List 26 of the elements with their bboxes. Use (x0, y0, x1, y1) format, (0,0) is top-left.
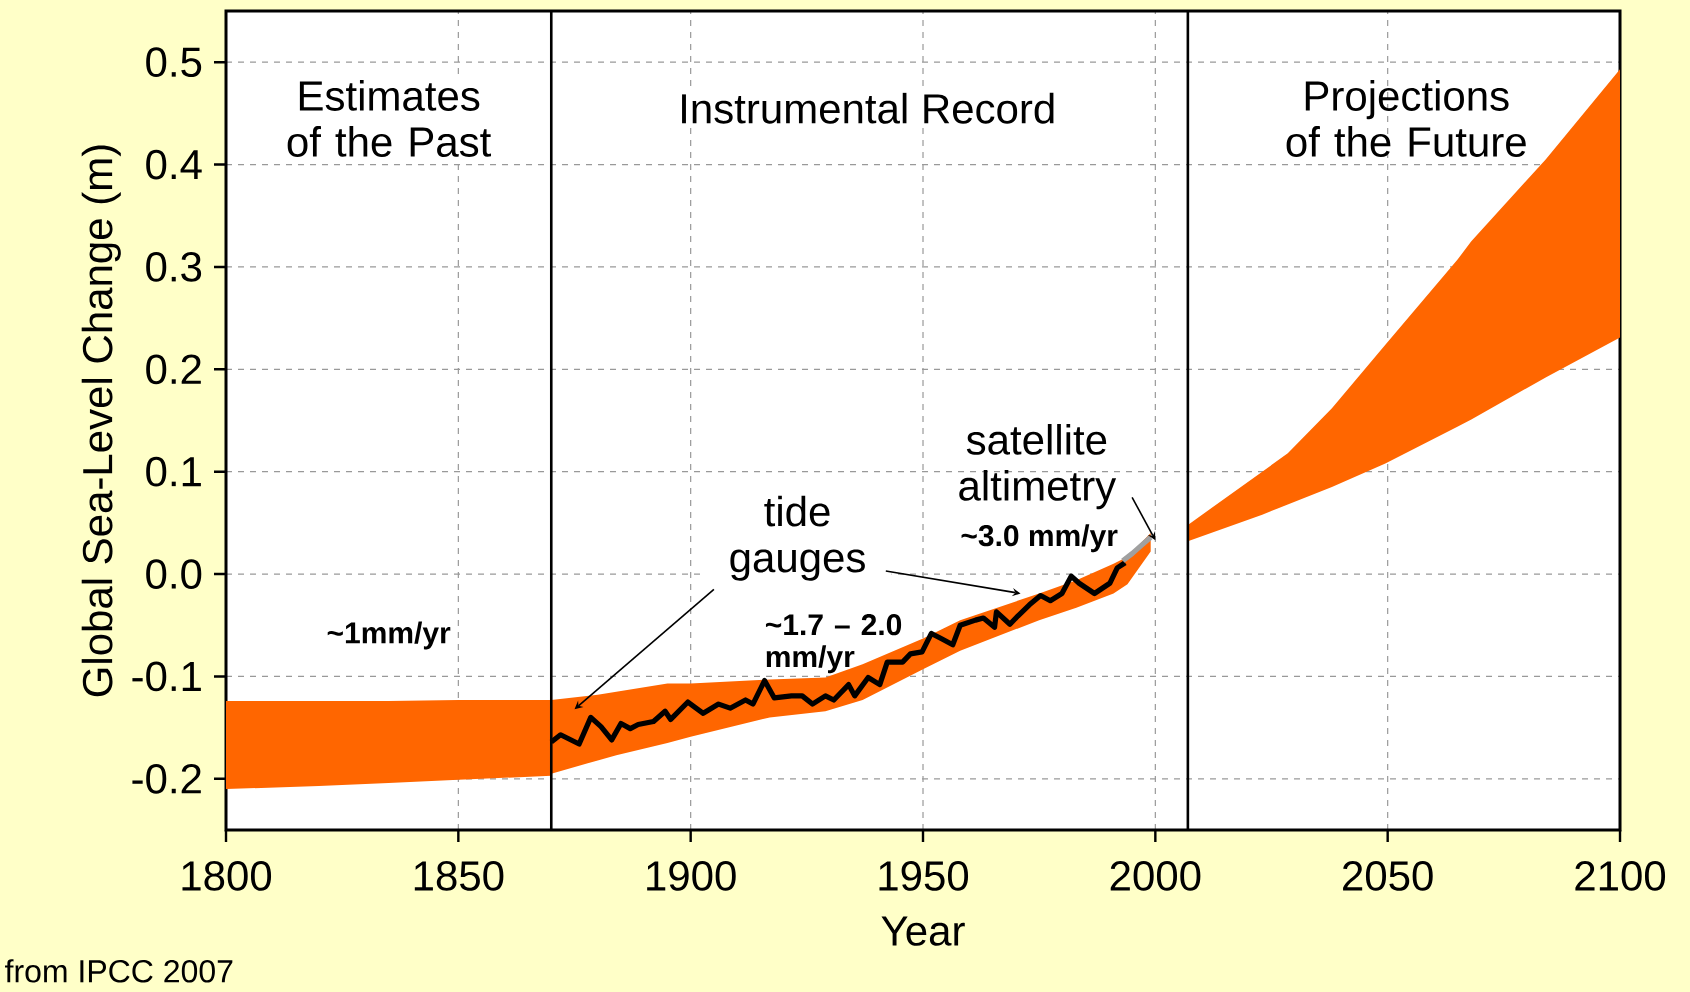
x-tick-label: 1900 (647, 861, 736, 891)
y-tick-label: -0.1 (132, 661, 201, 692)
x-tick-label: 1950 (879, 861, 969, 891)
y-tick-label: -0.2 (132, 763, 201, 794)
annotation: tide gauges (730, 495, 865, 581)
y-tick-label: 0.3 (146, 252, 202, 282)
text: from IPCC 2007 (5, 959, 233, 983)
y-tick-label: 0.5 (146, 47, 202, 78)
y-axis-title: Global Sea-Level Change (m) (81, 145, 121, 697)
y-tick-label: 0.1 (146, 456, 201, 487)
x-tick-label: 2000 (1110, 861, 1201, 891)
x-tick-label: 2100 (1575, 861, 1666, 891)
x-tick-label: 2050 (1343, 861, 1433, 891)
annotation: Instrumental Record (682, 92, 1054, 124)
annotation: ~3.0 mm/yr (961, 524, 1118, 553)
annotation: ~1mm/yr (327, 621, 451, 650)
y-tick-label: 0.4 (146, 149, 202, 180)
annotation: ~1.7 – 2.0 mm/yr (765, 614, 902, 674)
y-tick-label: 0.2 (146, 354, 201, 385)
annotation: satellite altimetry (959, 424, 1117, 510)
y-tick-label: 0.0 (146, 559, 202, 589)
annotation: Projections of the Future (1286, 80, 1526, 157)
x-tick-label: 1800 (182, 861, 272, 891)
x-axis-title: Year (881, 916, 965, 946)
annotation: Estimates of the Past (287, 80, 492, 157)
x-tick-label: 1850 (414, 861, 504, 891)
